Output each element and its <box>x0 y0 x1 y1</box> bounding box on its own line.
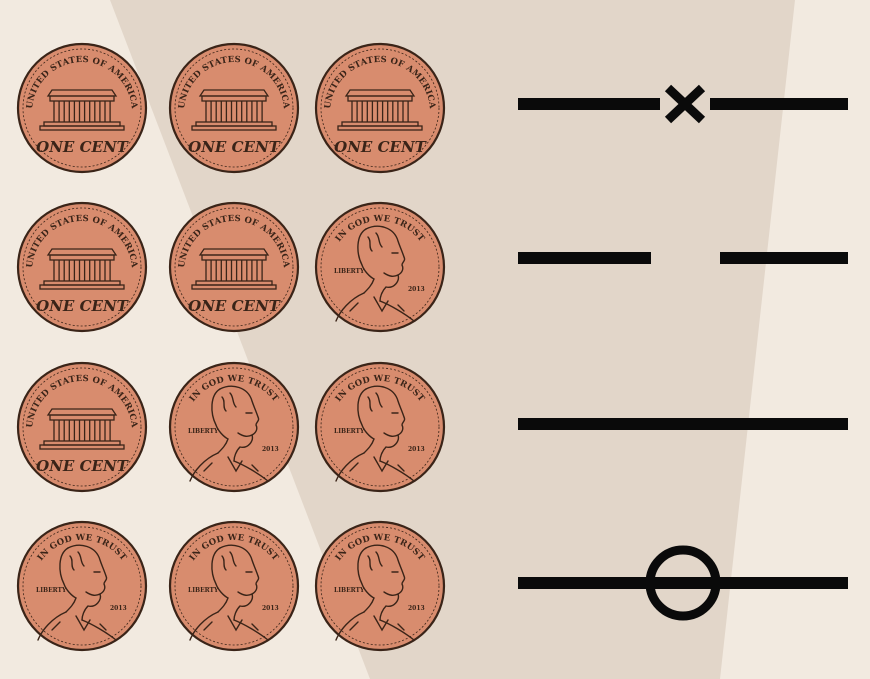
coin-liberty: LIBERTY <box>334 268 365 275</box>
coin-inner-rim <box>22 207 142 327</box>
coin-inner-rim <box>320 526 440 646</box>
coin-denomination: ONE CENT <box>36 138 130 156</box>
coin-rim <box>16 42 148 174</box>
lincoln-portrait <box>37 544 117 641</box>
coin-year: 2013 <box>262 605 279 612</box>
coin-denomination: ONE CENT <box>36 457 130 475</box>
memorial-building <box>39 89 125 131</box>
light-band <box>110 0 795 679</box>
coin-inner-rim <box>174 367 294 487</box>
lincoln-portrait <box>189 385 269 482</box>
memorial-building <box>191 248 277 290</box>
coin-rim <box>314 42 446 174</box>
coin-rim <box>314 201 446 333</box>
coin-rim <box>16 520 148 652</box>
coin-year: 2013 <box>408 446 425 453</box>
coin-liberty: LIBERTY <box>188 587 219 594</box>
coin-rim <box>168 42 300 174</box>
coin-denomination: ONE CENT <box>36 297 130 315</box>
line-symbols <box>518 84 848 621</box>
coin-inner-rim <box>174 48 294 168</box>
x-mark-icon <box>518 84 848 124</box>
coin-rim <box>168 361 300 493</box>
coin-denomination: ONE CENT <box>188 138 282 156</box>
memorial-building <box>39 408 125 450</box>
memorial-building <box>337 89 423 131</box>
memorial-building <box>191 89 277 131</box>
coin-liberty: LIBERTY <box>334 428 365 435</box>
circle-line-icon <box>518 545 848 621</box>
coin-year: 2013 <box>110 605 127 612</box>
coin-inner-rim <box>174 526 294 646</box>
coin-rim <box>168 201 300 333</box>
coin-rim <box>314 520 446 652</box>
coin-inner-rim <box>320 48 440 168</box>
coin-inner-rim <box>22 526 142 646</box>
coin-rim <box>16 361 148 493</box>
coin-inner-rim <box>22 367 142 487</box>
coin-inner-rim <box>22 48 142 168</box>
coin-inner-rim <box>320 367 440 487</box>
lincoln-portrait <box>189 544 269 641</box>
coin-year: 2013 <box>262 446 279 453</box>
memorial-building <box>39 248 125 290</box>
coin-rim <box>16 201 148 333</box>
coin-denomination: ONE CENT <box>188 297 282 315</box>
coin-inner-rim <box>174 207 294 327</box>
coin-year: 2013 <box>408 605 425 612</box>
lincoln-portrait <box>335 225 415 322</box>
coin-inner-rim <box>320 207 440 327</box>
coin-rim <box>168 520 300 652</box>
coin-liberty: LIBERTY <box>334 587 365 594</box>
lincoln-portrait <box>335 544 415 641</box>
coin-liberty: LIBERTY <box>36 587 67 594</box>
coin-year: 2013 <box>408 286 425 293</box>
coin-rim <box>314 361 446 493</box>
coin-liberty: LIBERTY <box>188 428 219 435</box>
coin-denomination: ONE CENT <box>334 138 428 156</box>
lincoln-portrait <box>335 385 415 482</box>
